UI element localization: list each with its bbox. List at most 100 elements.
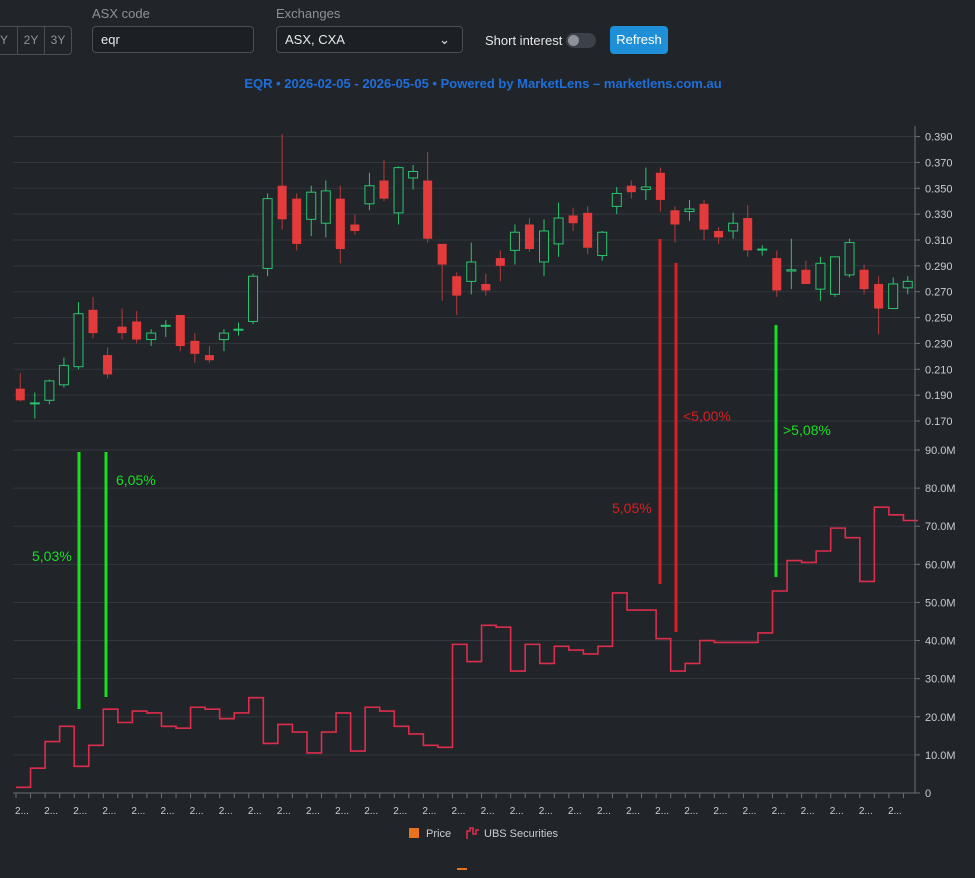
x-tick-label: 2... xyxy=(626,806,640,817)
price-tick-label: 0.370 xyxy=(925,157,953,169)
candle-body xyxy=(15,388,25,401)
volume-tick-label: 0 xyxy=(925,788,931,800)
threshold-label: 6,05% xyxy=(116,472,156,488)
candle-body xyxy=(888,283,899,310)
legend-swatch-price xyxy=(409,828,419,838)
annotations: 5,03% 6,05% 5,05% <5,00% >5,08% xyxy=(32,239,831,709)
x-tick-label: 2... xyxy=(44,806,58,817)
x-tick-label: 2... xyxy=(655,806,669,817)
x-tick-label: 2... xyxy=(510,806,524,817)
exchanges-label: Exchanges xyxy=(276,6,341,21)
candle-body xyxy=(248,275,259,322)
short-interest-toggle[interactable] xyxy=(566,33,596,48)
price-tick-label: 0.310 xyxy=(925,235,953,247)
x-tick-label: 2... xyxy=(306,806,320,817)
candle-body xyxy=(640,186,651,191)
candle-body xyxy=(743,218,753,251)
candle-body xyxy=(132,321,142,340)
candle-body xyxy=(670,210,680,225)
price-tick-label: 0.330 xyxy=(925,209,953,221)
legend-label-ubs: UBS Securities xyxy=(484,828,558,840)
price-tick-label: 0.190 xyxy=(925,390,953,402)
x-tick-label: 2... xyxy=(772,806,786,817)
candle-body xyxy=(44,380,55,401)
legend-label-price: Price xyxy=(426,828,451,840)
candle-body xyxy=(408,170,419,179)
candle-body xyxy=(103,355,113,375)
x-tick-label: 2... xyxy=(597,806,611,817)
price-tick-label: 0.350 xyxy=(925,183,953,195)
candle-body xyxy=(829,256,840,295)
candle-body xyxy=(262,198,273,269)
price-volume-chart: EQR • 2026-02-05 - 2026-05-05 • Powered … xyxy=(13,76,956,840)
exchanges-select-value: ASX, CXA xyxy=(285,32,345,47)
candle-body xyxy=(902,280,913,289)
range-button-1y[interactable]: Y xyxy=(0,27,18,54)
candle-body xyxy=(495,258,505,266)
chevron-down-icon: ⌄ xyxy=(439,32,450,47)
volume-tick-label: 80.0M xyxy=(925,483,956,495)
candle-body xyxy=(772,258,782,291)
range-button-3y[interactable]: 3Y xyxy=(50,33,66,47)
candle-body xyxy=(190,340,200,354)
candle-body xyxy=(233,328,244,331)
candle-body xyxy=(204,355,214,361)
candle-body xyxy=(553,217,564,245)
volume-tick-label: 50.0M xyxy=(925,597,956,609)
candle-body xyxy=(874,283,884,309)
candle-body xyxy=(306,191,317,220)
candle-body xyxy=(524,224,534,250)
candle-body xyxy=(175,314,185,347)
toggle-knob xyxy=(568,35,579,46)
scroll-indicator xyxy=(457,868,467,870)
candle-body xyxy=(146,332,157,341)
candle-body xyxy=(786,269,797,272)
legend: Price UBS Securities xyxy=(409,827,558,840)
volume-tick-label: 30.0M xyxy=(925,674,956,686)
x-tick-label: 2... xyxy=(15,806,29,817)
x-tick-label: 2... xyxy=(161,806,175,817)
x-tick-label: 2... xyxy=(888,806,902,817)
candle-body xyxy=(292,198,302,244)
x-tick-label: 2... xyxy=(568,806,582,817)
candle-body xyxy=(568,215,578,224)
x-tick-label: 2... xyxy=(713,806,727,817)
range-selector: Y 2Y 3Y xyxy=(0,26,72,55)
x-tick-label: 2... xyxy=(131,806,145,817)
price-tick-label: 0.270 xyxy=(925,287,953,299)
grid xyxy=(13,136,915,794)
x-tick-label: 2... xyxy=(451,806,465,817)
candle-body xyxy=(29,402,40,405)
candle-body xyxy=(73,313,84,368)
candle-body xyxy=(88,309,98,334)
threshold-label: <5,00% xyxy=(683,408,731,424)
short-interest-label: Short interest xyxy=(485,33,563,48)
range-button-2y[interactable]: 2Y xyxy=(18,27,45,54)
x-tick-label: 2... xyxy=(277,806,291,817)
x-tick-label: 2... xyxy=(422,806,436,817)
ubs-securities-line xyxy=(16,506,918,789)
candle-body xyxy=(350,224,360,231)
candle-body xyxy=(801,269,811,284)
refresh-button[interactable]: Refresh xyxy=(610,26,668,54)
candle-body xyxy=(117,326,127,334)
candle-body xyxy=(320,190,331,224)
threshold-label: 5,03% xyxy=(32,548,72,564)
volume-tick-label: 90.0M xyxy=(925,445,956,457)
candle-body xyxy=(611,192,622,207)
ubs-series xyxy=(16,506,918,789)
axes: 0.390 0.370 0.350 0.330 0.310 0.290 0.270 0.250… xyxy=(13,126,956,817)
candle-body xyxy=(466,261,477,282)
volume-tick-label: 70.0M xyxy=(925,521,956,533)
candle-body xyxy=(714,230,724,238)
candle-body xyxy=(655,172,665,200)
candle-body xyxy=(423,180,433,239)
candles xyxy=(15,134,913,419)
candle-body xyxy=(684,208,695,213)
volume-tick-label: 40.0M xyxy=(925,636,956,648)
candle-body xyxy=(859,269,869,290)
asx-code-input[interactable]: eqr xyxy=(92,26,254,53)
x-tick-label: 2... xyxy=(393,806,407,817)
candle-body xyxy=(218,332,229,341)
exchanges-select[interactable]: ASX, CXA ⌄ xyxy=(276,26,463,53)
